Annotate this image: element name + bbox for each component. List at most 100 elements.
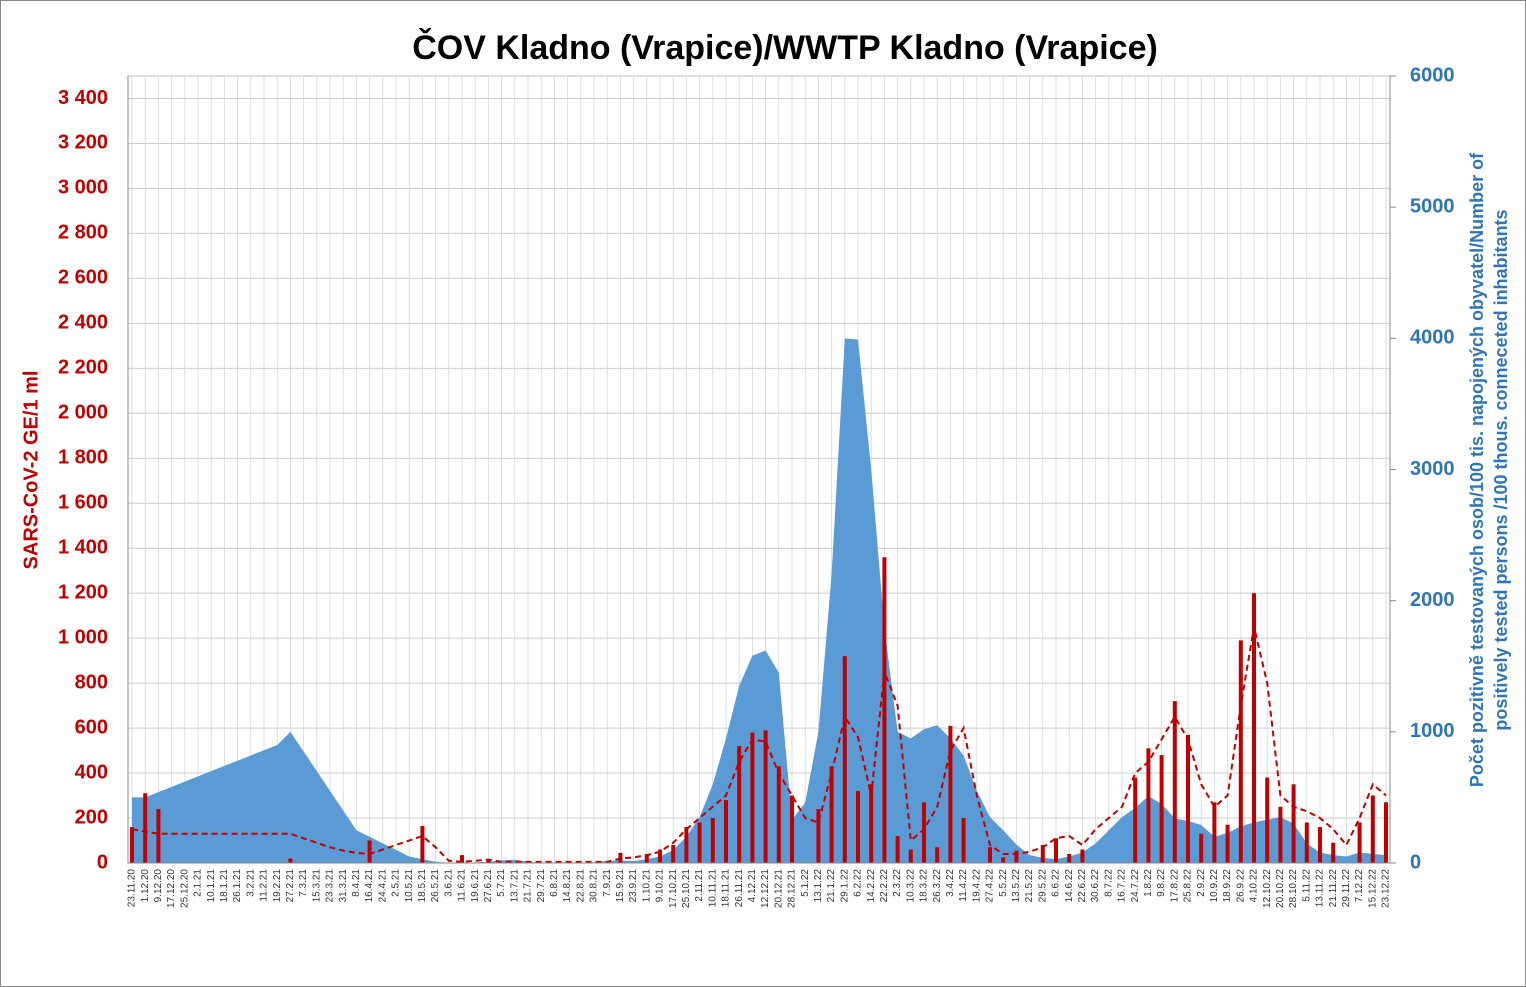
x-tick-label: 9.10.21 — [655, 869, 666, 903]
y2-axis-title: Počet pozitivně testovaných osob/100 tis… — [1467, 152, 1487, 787]
bar — [1278, 806, 1283, 863]
x-tick-label: 29.11.22 — [1341, 869, 1352, 908]
bar — [776, 766, 781, 863]
bar — [869, 784, 874, 863]
bar — [961, 818, 966, 863]
x-tick-label: 10.3.22 — [905, 869, 916, 903]
y-tick-label: 2 400 — [58, 312, 108, 334]
bar — [671, 845, 676, 863]
x-tick-label: 25.12.20 — [179, 869, 190, 908]
bar — [143, 793, 148, 863]
bar — [1265, 777, 1270, 863]
x-tick-label: 18.11.21 — [721, 869, 732, 908]
x-tick-label: 28.10.22 — [1288, 869, 1299, 908]
bar — [1238, 640, 1243, 863]
x-tick-label: 23.9.21 — [628, 869, 639, 903]
x-tick-label: 15.9.21 — [615, 869, 626, 903]
x-tick-label: 21.11.22 — [1328, 869, 1339, 908]
y2-tick-label: 6000 — [1410, 64, 1455, 86]
bar — [1146, 748, 1151, 863]
x-tick-label: 1.8.22 — [1143, 869, 1154, 897]
bar — [829, 766, 834, 863]
x-tick-label: 26.5.21 — [430, 869, 441, 903]
x-tick-label: 7.9.21 — [602, 869, 613, 897]
y-tick-label: 1 400 — [58, 536, 108, 558]
x-tick-label: 13.5.22 — [1011, 869, 1022, 903]
x-tick-label: 6.8.21 — [549, 869, 560, 897]
y-tick-label: 2 200 — [58, 357, 108, 379]
bar — [988, 847, 992, 863]
bar — [1357, 822, 1362, 863]
y-tick-label: 400 — [75, 761, 108, 783]
bar — [1370, 795, 1375, 863]
x-tick-label: 21.7.21 — [523, 869, 534, 903]
x-tick-label: 30.8.21 — [589, 869, 600, 903]
bar — [460, 855, 464, 863]
bar — [1159, 755, 1164, 863]
x-tick-label: 2.5.21 — [391, 869, 402, 897]
y2-tick-label: 1000 — [1410, 720, 1455, 742]
y2-axis-title: positively tested persons /100 thous. co… — [1491, 209, 1511, 730]
y2-tick-label: 3000 — [1410, 458, 1455, 480]
y-tick-label: 2 800 — [58, 222, 108, 244]
x-tick-label: 25.8.22 — [1183, 869, 1194, 903]
bar — [1291, 784, 1296, 863]
bar — [763, 730, 768, 863]
x-tick-label: 13.11.22 — [1315, 869, 1326, 908]
bar — [1172, 701, 1177, 863]
x-tick-label: 6.2.22 — [853, 869, 864, 897]
y-tick-label: 3 400 — [58, 87, 108, 109]
x-tick-label: 6.6.22 — [1051, 869, 1062, 897]
x-tick-label: 2.3.22 — [892, 869, 903, 897]
x-tick-label: 29.1.22 — [839, 869, 850, 903]
bar — [1318, 827, 1322, 863]
chart-title: ČOV Kladno (Vrapice)/WWTP Kladno (Vrapic… — [412, 28, 1158, 67]
bar — [288, 858, 293, 863]
bar — [724, 800, 728, 863]
x-tick-label: 14.6.22 — [1064, 869, 1075, 903]
y-tick-label: 1 200 — [58, 581, 108, 603]
y-tick-label: 1 600 — [58, 492, 108, 514]
x-tick-label: 29.7.21 — [536, 869, 547, 903]
y-tick-label: 0 — [97, 851, 108, 873]
y-tick-label: 3 000 — [58, 177, 108, 199]
bar — [1384, 802, 1388, 863]
bar — [1080, 849, 1085, 863]
x-tick-label: 21.5.22 — [1024, 869, 1035, 903]
x-tick-label: 21.1.22 — [826, 869, 837, 903]
bar — [697, 822, 702, 863]
bar — [895, 836, 900, 863]
bar — [156, 809, 161, 863]
x-tick-label: 8.4.21 — [351, 869, 362, 897]
x-tick-label: 1.12.20 — [140, 869, 151, 903]
x-tick-label: 18.5.21 — [417, 869, 428, 903]
x-tick-label: 29.5.22 — [1037, 869, 1048, 903]
bar — [948, 725, 953, 863]
x-tick-label: 24.7.22 — [1130, 869, 1141, 903]
x-tick-label: 14.8.21 — [562, 869, 573, 903]
x-tick-label: 16.7.22 — [1117, 869, 1128, 903]
x-tick-label: 3.4.22 — [945, 869, 956, 897]
x-tick-label: 13.1.22 — [813, 869, 824, 903]
x-tick-label: 5.11.22 — [1301, 869, 1312, 902]
x-tick-label: 10.11.21 — [707, 869, 718, 908]
bar — [420, 825, 425, 863]
x-tick-label: 9.8.22 — [1156, 869, 1167, 897]
x-tick-label: 15.12.22 — [1367, 869, 1378, 908]
bar — [882, 557, 887, 863]
x-tick-label: 10.9.22 — [1209, 869, 1220, 903]
bar — [1040, 845, 1045, 863]
bar — [922, 802, 926, 863]
bar — [130, 827, 134, 863]
bar — [856, 791, 860, 863]
bar — [908, 849, 913, 863]
bar — [1199, 833, 1204, 863]
x-tick-label: 27.4.22 — [985, 869, 996, 903]
x-tick-label: 19.6.21 — [470, 869, 481, 903]
x-tick-label: 17.10.21 — [668, 869, 679, 908]
x-tick-label: 10.1.21 — [206, 869, 217, 903]
x-tick-label: 19.4.22 — [971, 869, 982, 903]
bar — [1186, 734, 1190, 863]
x-tick-label: 3.6.21 — [443, 869, 454, 897]
x-tick-label: 8.7.22 — [1103, 869, 1114, 897]
